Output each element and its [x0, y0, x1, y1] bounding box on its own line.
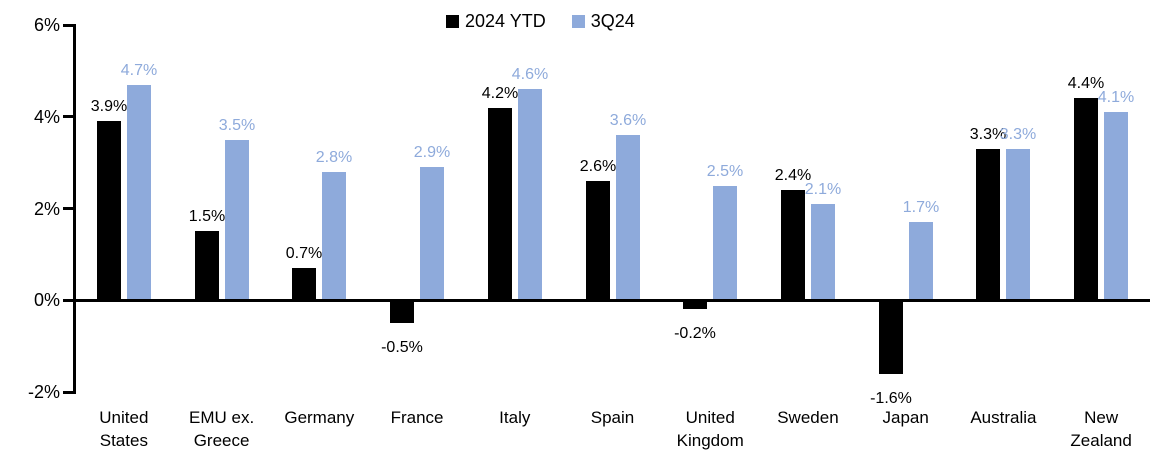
- value-label: 4.6%: [511, 66, 549, 84]
- value-label: 1.7%: [902, 199, 940, 217]
- value-label: 4.1%: [1097, 89, 1135, 107]
- bar-2024-ytd-japan: [879, 300, 903, 374]
- x-axis-label: Japan: [882, 408, 929, 427]
- x-axis-line: [73, 298, 1150, 302]
- y-axis-tick: [63, 23, 73, 27]
- y-axis-tick: [63, 207, 73, 210]
- bar-2024-ytd-united-states: [97, 121, 121, 301]
- x-axis-label: New Zealand: [1070, 408, 1132, 450]
- x-axis-label: Australia: [970, 408, 1037, 427]
- value-label: 4.7%: [120, 61, 158, 79]
- x-axis-label: United States: [99, 408, 149, 450]
- bar-3q24-france: [420, 167, 444, 301]
- bar-2024-ytd-united-kingdom: [683, 300, 707, 310]
- y-axis-tick: [63, 298, 73, 302]
- value-label: 3.3%: [999, 125, 1037, 143]
- value-label: -1.6%: [870, 389, 912, 407]
- y-axis-label: 2%: [33, 198, 60, 219]
- y-axis-tick: [63, 390, 73, 394]
- y-axis-label: 4%: [33, 106, 60, 127]
- value-label: 2.4%: [774, 167, 812, 185]
- value-label: 3.5%: [218, 116, 256, 134]
- bar-3q24-united-kingdom: [713, 185, 737, 301]
- legend: 2024 YTD 3Q24: [446, 11, 635, 32]
- value-label: 3.6%: [609, 112, 647, 130]
- x-axis-label: EMU ex. Greece: [188, 408, 255, 450]
- legend-swatch-icon: [571, 15, 585, 28]
- bar-2024-ytd-sweden: [781, 190, 805, 301]
- bar-2024-ytd-emu-ex-greece: [195, 231, 219, 301]
- value-label: 4.2%: [481, 84, 519, 102]
- bar-2024-ytd-spain: [586, 180, 610, 301]
- bar-3q24-italy: [518, 89, 542, 301]
- x-axis-label: United Kingdom: [676, 408, 744, 450]
- value-label: 4.4%: [1067, 75, 1105, 93]
- bar-3q24-emu-ex-greece: [225, 139, 249, 301]
- value-label: 1.5%: [188, 208, 226, 226]
- bar-2024-ytd-germany: [292, 268, 316, 301]
- legend-item-3q24: 3Q24: [571, 11, 635, 32]
- value-label: 3.3%: [969, 125, 1007, 143]
- value-label: 2.6%: [579, 157, 617, 175]
- value-label: -0.2%: [674, 325, 716, 343]
- bar-3q24-sweden: [811, 203, 835, 301]
- legend-label: 3Q24: [590, 11, 635, 31]
- y-axis-label: -2%: [27, 382, 60, 402]
- x-axis-label: Sweden: [777, 408, 839, 427]
- bar-3q24-spain: [616, 135, 640, 301]
- value-label: 0.7%: [285, 245, 323, 263]
- value-label: 2.8%: [315, 148, 353, 166]
- value-label: 2.9%: [413, 144, 451, 162]
- bar-2024-ytd-italy: [488, 107, 512, 301]
- x-axis-label: Italy: [499, 408, 531, 427]
- bar-3q24-new-zealand: [1104, 112, 1128, 301]
- legend-label: 2024 YTD: [465, 11, 546, 31]
- bar-2024-ytd-new-zealand: [1074, 98, 1098, 301]
- bar-3q24-germany: [322, 171, 346, 301]
- y-axis-tick: [63, 115, 73, 119]
- bar-2024-ytd-australia: [976, 148, 1000, 301]
- value-label: 2.1%: [804, 180, 842, 198]
- legend-item-2024-ytd: 2024 YTD: [446, 11, 546, 32]
- x-axis-label: France: [390, 408, 444, 427]
- y-axis-label: 0%: [33, 290, 60, 311]
- value-label: -0.5%: [381, 339, 423, 357]
- y-axis-line: [73, 23, 76, 394]
- bar-3q24-united-states: [127, 84, 151, 301]
- bar-2024-ytd-france: [390, 300, 414, 324]
- bar-3q24-japan: [909, 222, 933, 301]
- x-axis-label: Germany: [284, 408, 355, 427]
- y-axis-label: 6%: [33, 15, 60, 35]
- value-label: 3.9%: [90, 98, 128, 116]
- x-axis-label: Spain: [590, 408, 635, 427]
- bar-3q24-australia: [1006, 148, 1030, 301]
- value-label: 2.5%: [706, 162, 744, 180]
- legend-swatch-icon: [446, 15, 459, 28]
